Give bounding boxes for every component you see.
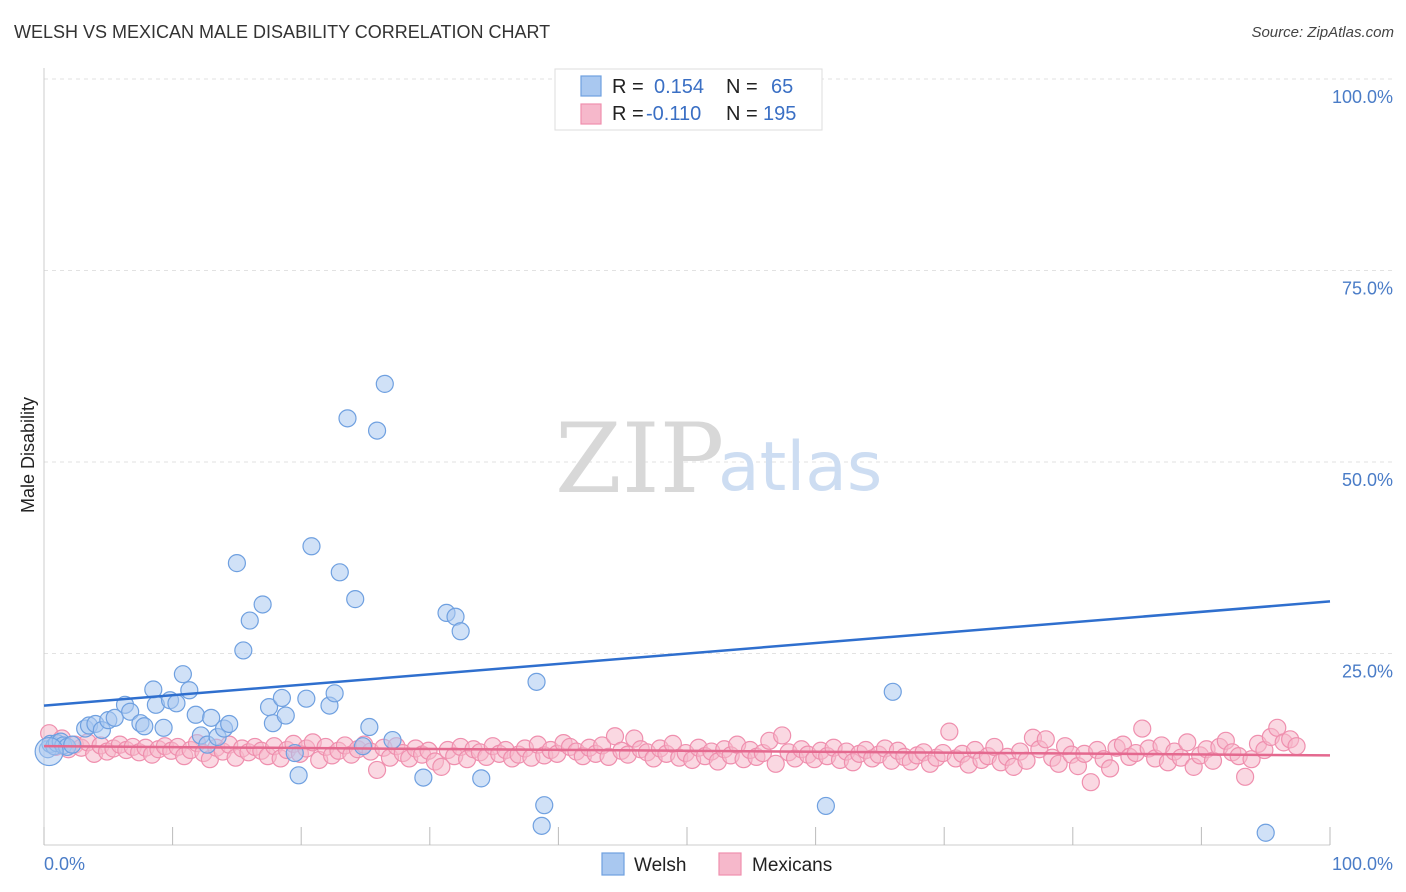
welsh-point [375, 374, 394, 393]
mexicans-point [432, 757, 451, 776]
welsh-n-label: N = [726, 76, 758, 98]
mexicans-point [773, 726, 792, 745]
legend-mexicans-label: Mexicans [752, 855, 832, 876]
mexicans-point [1036, 730, 1055, 749]
welsh-point [253, 595, 272, 614]
mexicans-point [1133, 719, 1152, 738]
axes [43, 68, 1331, 846]
mexicans-point [1081, 773, 1100, 792]
welsh-point [451, 622, 470, 641]
welsh-point [816, 796, 835, 816]
y-axis-label: Male Disability [18, 397, 38, 513]
watermark-atlas: atlas [718, 428, 882, 507]
welsh-point [360, 717, 379, 737]
mexicans-point [1049, 754, 1068, 773]
mexicans-n-value: 195 [763, 103, 796, 125]
welsh-point [202, 708, 221, 727]
welsh-point [532, 816, 551, 835]
welsh-point [121, 702, 140, 721]
mexicans-point [766, 754, 785, 773]
welsh-point [186, 705, 205, 724]
mexicans-point [985, 737, 1004, 757]
welsh-trend-line [43, 600, 1331, 707]
mexicans-trend-line [43, 744, 1331, 757]
welsh-point [1256, 823, 1275, 842]
mexicans-r-label: R = [612, 103, 644, 125]
x-tick-label: 100.0% [1332, 854, 1393, 874]
grid-lines [44, 78, 1393, 654]
welsh-point [535, 796, 554, 815]
welsh-point [367, 421, 387, 440]
welsh-point [272, 688, 292, 708]
y-tick-label: 75.0% [1342, 279, 1393, 299]
welsh-r-label: R = [612, 76, 644, 98]
legend-welsh-label: Welsh [634, 855, 686, 876]
welsh-point [63, 735, 82, 754]
y-tick-label: 50.0% [1342, 470, 1393, 490]
welsh-point [883, 682, 902, 701]
welsh-point [297, 689, 316, 708]
welsh-point [167, 694, 186, 713]
welsh-point [135, 717, 154, 736]
welsh-point [276, 706, 295, 725]
welsh-point [346, 590, 365, 609]
welsh-point [105, 708, 124, 727]
source-credit: Source: ZipAtlas.com [1251, 24, 1394, 41]
welsh-points [34, 69, 1275, 842]
welsh-point [240, 611, 259, 630]
legend-welsh-swatch [601, 852, 625, 876]
welsh-point [220, 714, 239, 734]
chart-title: WELSH VS MEXICAN MALE DISABILITY CORRELA… [14, 22, 551, 42]
welsh-r-value: 0.154 [654, 76, 704, 98]
mexicans-point [367, 760, 387, 780]
welsh-point [234, 641, 253, 660]
mexicans-point [1287, 737, 1306, 756]
welsh-point [353, 737, 373, 756]
y-tick-label: 25.0% [1342, 662, 1393, 682]
mexicans-point [940, 722, 959, 741]
welsh-point [338, 409, 357, 428]
series-legend: Welsh Mexicans [601, 852, 832, 876]
welsh-point [302, 537, 321, 556]
legend-mexicans-swatch [718, 852, 742, 876]
welsh-point [527, 672, 546, 691]
x-tick-label: 0.0% [44, 854, 85, 874]
welsh-point [154, 718, 173, 737]
stats-legend: R = 0.154 N = 65 R = -0.110 N = 195 [554, 68, 823, 131]
watermark-zip: ZIP [555, 403, 724, 515]
mexicans-point [1236, 767, 1255, 786]
y-tick-labels: 100.0% 75.0% 50.0% 25.0% [1332, 87, 1393, 682]
mexicans-n-label: N = [726, 103, 758, 125]
welsh-point [414, 768, 433, 787]
welsh-point [289, 766, 308, 785]
welsh-point [227, 554, 246, 573]
welsh-swatch [580, 75, 602, 97]
welsh-point [472, 769, 491, 788]
welsh-point [383, 730, 402, 750]
welsh-point [34, 736, 64, 767]
y-tick-label: 100.0% [1332, 87, 1393, 107]
welsh-n-value: 65 [771, 76, 793, 98]
trend-lines [43, 600, 1331, 757]
welsh-point [180, 681, 199, 700]
mexicans-r-value: -0.110 [646, 103, 701, 125]
welsh-point [173, 665, 192, 684]
mexicans-point [1178, 733, 1197, 752]
welsh-point [325, 684, 344, 703]
x-tick-labels: 0.0% 100.0% [44, 854, 1393, 874]
mexicans-point [1100, 759, 1120, 778]
welsh-point [330, 563, 349, 582]
mexicans-swatch [580, 103, 602, 125]
